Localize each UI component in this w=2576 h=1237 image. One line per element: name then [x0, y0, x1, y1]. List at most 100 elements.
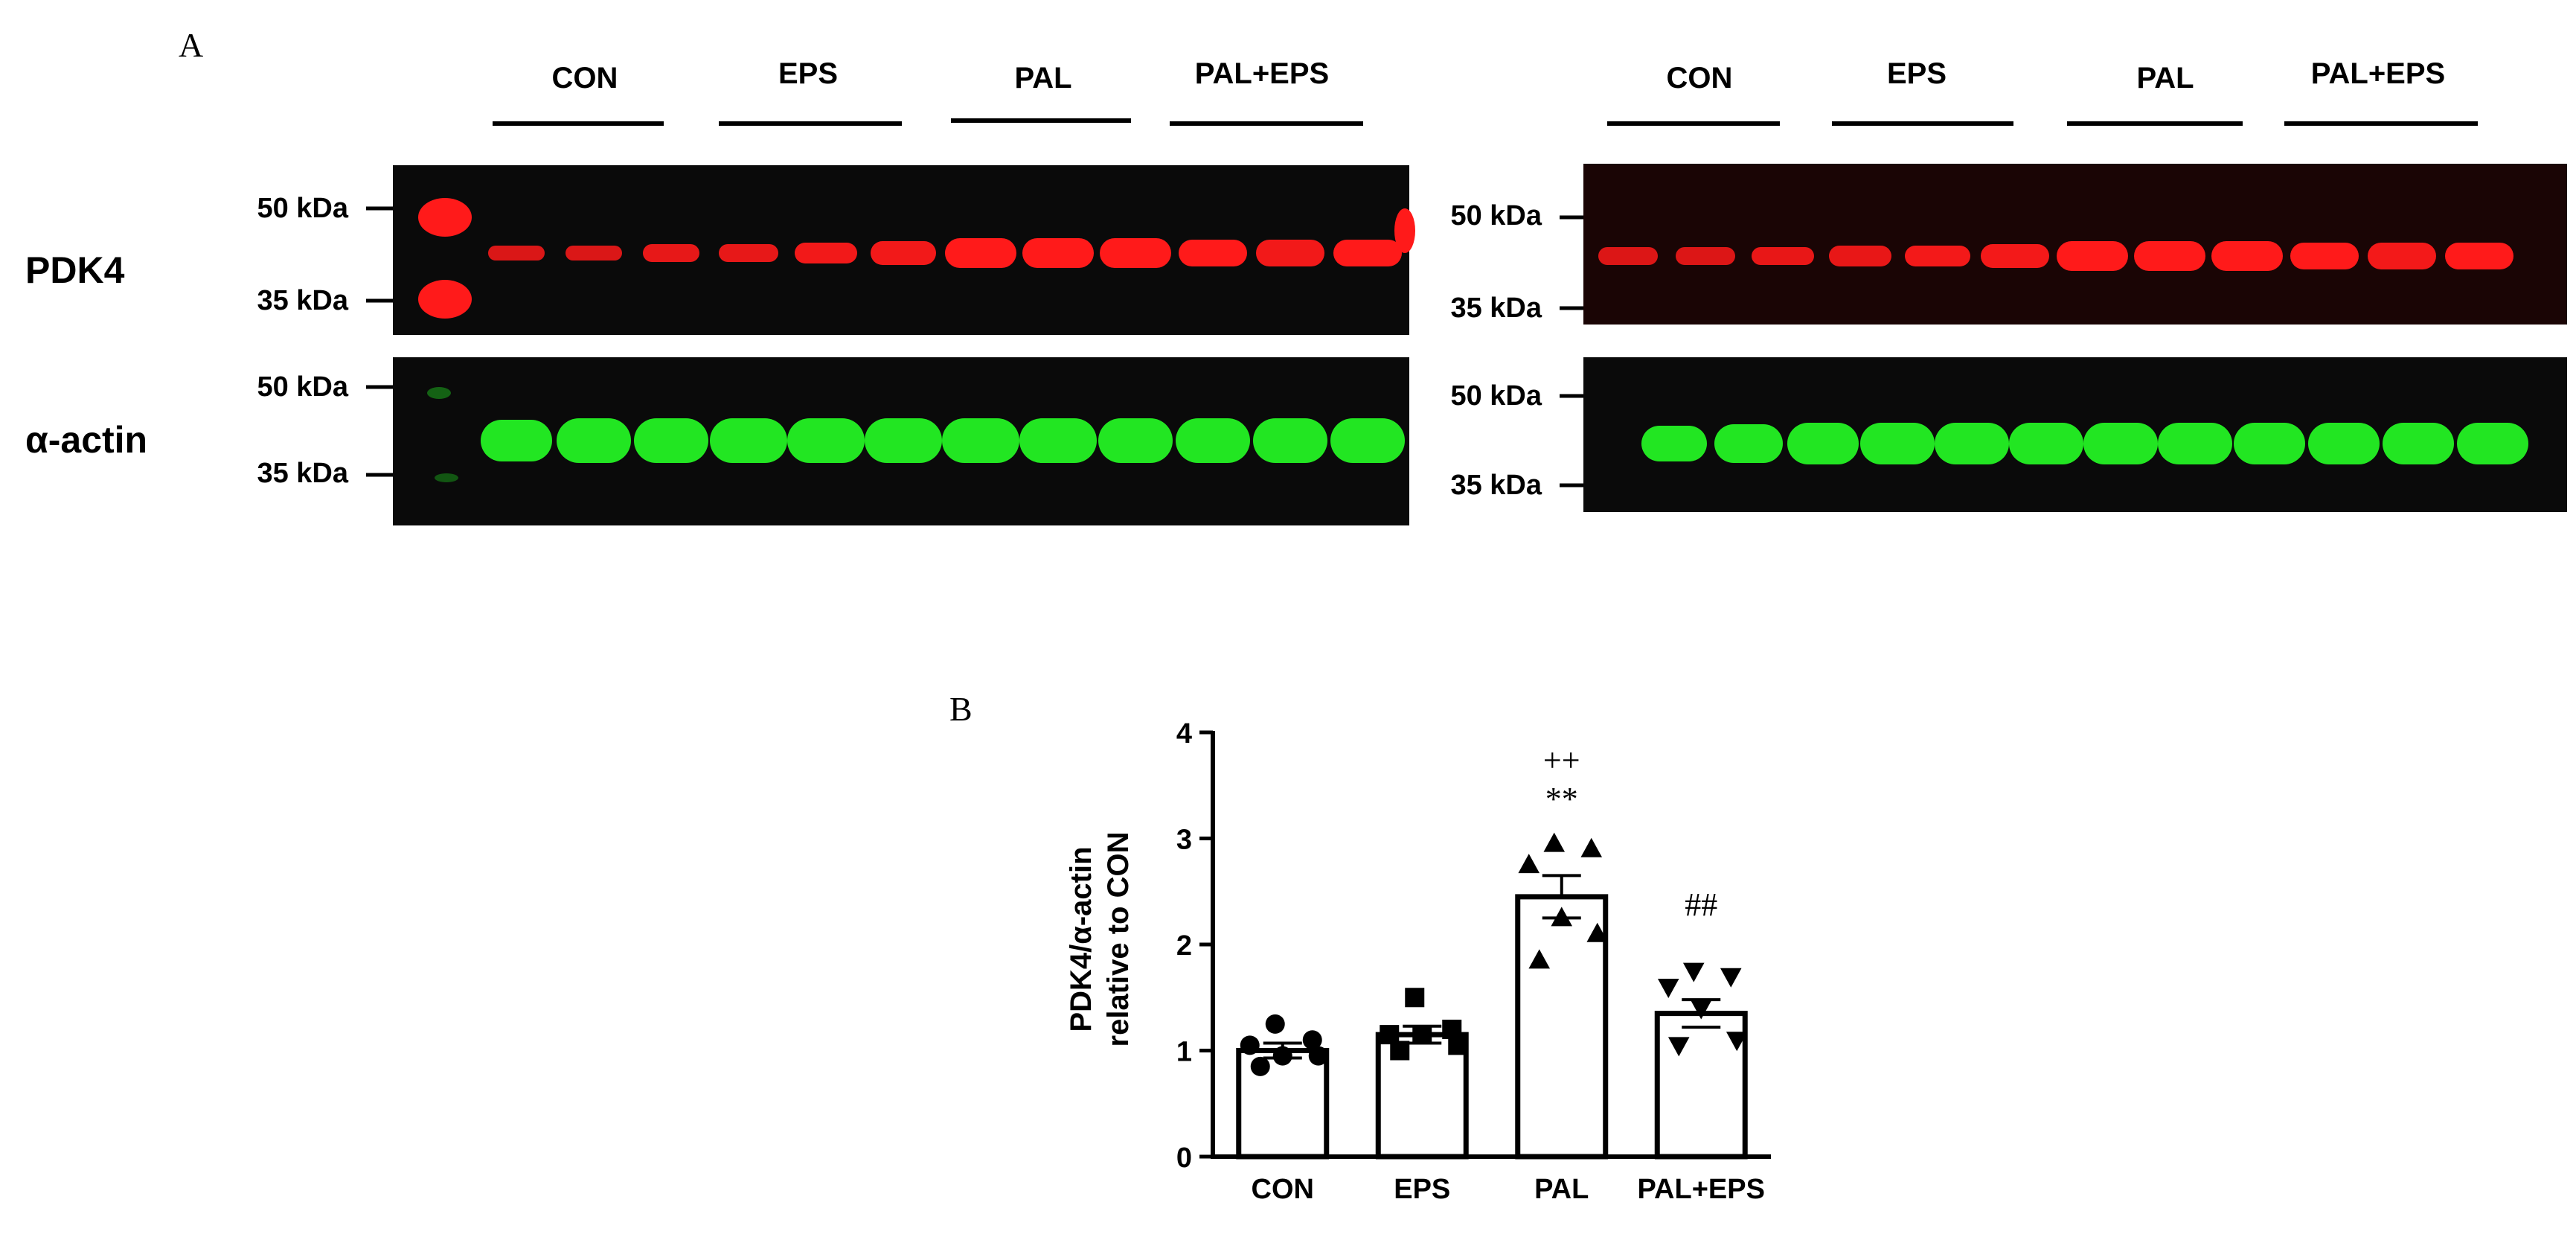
blot-1-group-label-con: CON	[552, 62, 618, 95]
blot-2-group-label-con: CON	[1667, 62, 1733, 95]
point-pal-eps-1	[1682, 962, 1705, 982]
blot-1-actin-lane-10	[1176, 418, 1250, 463]
blot-2-group-label-eps: EPS	[1887, 57, 1947, 90]
blot-2-actin-lane-8	[2158, 423, 2232, 464]
x-tick-label-pal: PAL	[1534, 1174, 1589, 1205]
blot-1-pdk4-lane-10	[1179, 240, 1247, 266]
panel-b-letter: B	[949, 690, 973, 728]
y-axis-label-line-2: relative to CON	[1102, 832, 1135, 1047]
blot-1-pdk4-lane-2	[565, 246, 622, 260]
point-pal-3	[1518, 854, 1540, 874]
x-tick-label-eps: EPS	[1394, 1174, 1450, 1205]
y-tick-label-2: 2	[1176, 930, 1192, 962]
point-pal-1	[1543, 832, 1566, 852]
row-label-pdk4: PDK4	[25, 249, 125, 291]
blot-2-actin-bands	[1641, 423, 2528, 464]
blot-1-pdk4-lane-4	[719, 244, 778, 262]
blot-2-group-label-pal: PAL	[2136, 62, 2194, 95]
blot-1-pdk4-lane-3	[643, 244, 699, 262]
y-axis-label-line-1: PDK4/α-actin	[1065, 846, 1098, 1032]
blot-2-actin-lane-4	[1860, 423, 1935, 464]
blot-2-pdk4-lane-12	[2445, 243, 2513, 269]
blot-1-pdk4-lane-6	[871, 241, 936, 265]
blot-2-actin-lane-10	[2308, 423, 2380, 464]
blot-1-pdk4-lane-7	[945, 238, 1016, 268]
y-tick-label-1: 1	[1176, 1037, 1192, 1068]
x-tick-label-con: CON	[1252, 1174, 1314, 1205]
point-eps-5	[1448, 1035, 1468, 1055]
blot-1-actin-ladder-band-1	[427, 387, 451, 399]
blot-1-actin-lane-1	[481, 420, 552, 461]
blot-1-pdk4-lane-11	[1256, 240, 1324, 266]
blot-2-pdk4-lane-5	[1905, 246, 1970, 266]
point-pal-eps-5	[1726, 1032, 1748, 1052]
blot-2-actin-marker-35: 35 kDa	[1450, 470, 1542, 501]
point-con-1	[1265, 1014, 1285, 1034]
point-con-6	[1250, 1056, 1270, 1076]
blot-1-actin-lane-8	[1019, 418, 1097, 463]
blot-2-pdk4-lane-2	[1676, 247, 1735, 265]
blot-2-group-label-pal-eps: PAL+EPS	[2311, 57, 2445, 90]
blot-1-actin-lane-5	[787, 418, 865, 463]
chart-annotations: ++** ##	[1543, 742, 1717, 923]
point-pal-eps-3	[1657, 978, 1679, 998]
blot-1-group-label-pal: PAL	[1014, 62, 1071, 95]
x-tick-label-pal-eps: PAL+EPS	[1638, 1174, 1765, 1205]
annotation-pal-1: ++	[1543, 742, 1580, 779]
blot-2-actin-marker-50: 50 kDa	[1450, 380, 1542, 412]
blot-2-actin-lane-7	[2083, 423, 2158, 464]
blot-2-pdk4-bands	[1598, 241, 2513, 271]
point-pal-eps-2	[1720, 968, 1742, 988]
y-tick-label-0: 0	[1176, 1142, 1192, 1174]
blot-2-pdk4-marker-35: 35 kDa	[1450, 293, 1542, 324]
point-eps-1	[1405, 988, 1425, 1008]
point-pal-5	[1586, 922, 1609, 942]
blot-1-actin-lane-7	[942, 418, 1019, 463]
blot-1-group-label-eps: EPS	[778, 57, 838, 90]
blot-1-actin-marker-35: 35 kDa	[257, 458, 348, 489]
chart-bars	[1236, 894, 1748, 1160]
blot-1-group-label-pal-eps: PAL+EPS	[1195, 57, 1329, 90]
y-tick-label-3: 3	[1176, 825, 1192, 856]
blot-1-actin-lane-4	[710, 418, 787, 463]
blot-1-actin-ladder-band-2	[435, 473, 458, 482]
point-pal-eps-6	[1667, 1037, 1690, 1057]
blot-2-pdk4-lane-1	[1598, 247, 1658, 265]
point-con-5	[1308, 1046, 1328, 1066]
blot-1-pdk4-bands	[418, 198, 1415, 319]
blot-2-pdk4-lane-11	[2368, 243, 2436, 269]
blot-1-pdk4-ladder-band-1	[418, 198, 472, 237]
blot-1-actin-bands	[427, 387, 1405, 482]
blot-1-actin-lane-6	[865, 418, 942, 463]
point-pal-2	[1580, 837, 1603, 857]
point-con-4	[1272, 1046, 1292, 1066]
panel-a-letter: A	[179, 26, 203, 64]
blot-1-pdk4-lane-9	[1100, 238, 1171, 268]
row-label-alpha-actin: α-actin	[25, 419, 147, 461]
blot-2: CON EPS PAL PAL+EPS 50 kDa 35 kDa 50 kDa…	[1450, 57, 2567, 512]
blot-1-actin-marker-50: 50 kDa	[257, 371, 348, 403]
bar-chart: PDK4/α-actin relative to CON 0 1 2 3 4 CON EP…	[1065, 718, 1771, 1205]
blot-2-pdk4-lane-6	[1981, 244, 2049, 268]
blot-1-actin-lane-2	[557, 418, 631, 463]
point-pal-6	[1528, 949, 1551, 969]
blot-2-actin-lane-6	[2009, 423, 2083, 464]
blot-1-pdk4-lane-8	[1022, 238, 1094, 268]
blot-1-pdk4-lane-1	[488, 246, 545, 260]
blot-2-pdk4-lane-7	[2057, 241, 2128, 271]
blot-2-actin-lane-1	[1641, 426, 1707, 461]
blot-1-pdk4-edge-band	[1394, 208, 1415, 253]
blot-2-actin-lane-5	[1935, 423, 2009, 464]
blot-2-actin-lane-3	[1787, 423, 1859, 464]
blot-2-actin-lane-2	[1714, 424, 1783, 463]
blot-1-actin-lane-12	[1330, 418, 1405, 463]
blot-1-actin-lane-9	[1098, 418, 1173, 463]
blot-2-actin-lane-11	[2383, 423, 2454, 464]
point-con-3	[1240, 1035, 1260, 1055]
chart-x-tick-labels: CON EPS PAL PAL+EPS	[1252, 1174, 1765, 1205]
blot-2-pdk4-marker-50: 50 kDa	[1450, 200, 1542, 231]
point-con-2	[1302, 1030, 1322, 1050]
blot-2-pdk4-lane-8	[2134, 241, 2205, 271]
annotation-pal-2: **	[1545, 781, 1578, 817]
